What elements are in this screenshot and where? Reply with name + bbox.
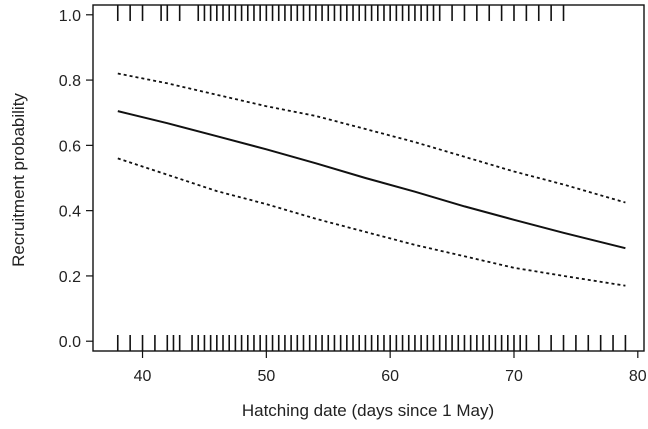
x-tick-label: 60	[381, 368, 399, 385]
y-tick-label: 1.0	[59, 8, 81, 25]
plot-frame	[92, 4, 645, 352]
x-tick-label: 80	[629, 368, 647, 385]
y-tick-label: 0.4	[59, 204, 81, 221]
y-tick-label: 0.8	[59, 73, 81, 90]
y-tick-label: 0.0	[59, 334, 81, 351]
y-axis: 0.0 0.2 0.4 0.6 0.8 1.0	[59, 8, 93, 351]
x-tick-label: 50	[257, 368, 275, 385]
y-tick-label: 0.6	[59, 138, 81, 155]
x-tick-label: 70	[505, 368, 523, 385]
lower-ci-line	[117, 157, 626, 287]
rug-bottom	[116, 335, 627, 351]
y-axis-title: Recruitment probability	[9, 93, 28, 267]
rug-top	[116, 5, 565, 21]
x-tick-label: 40	[134, 368, 152, 385]
x-axis: 40 50 60 70 80	[134, 351, 647, 385]
fit-line	[117, 110, 626, 250]
x-axis-title: Hatching date (days since 1 May)	[242, 401, 494, 420]
series-group	[117, 72, 626, 287]
y-tick-label: 0.2	[59, 269, 81, 286]
upper-ci-line	[117, 72, 626, 204]
